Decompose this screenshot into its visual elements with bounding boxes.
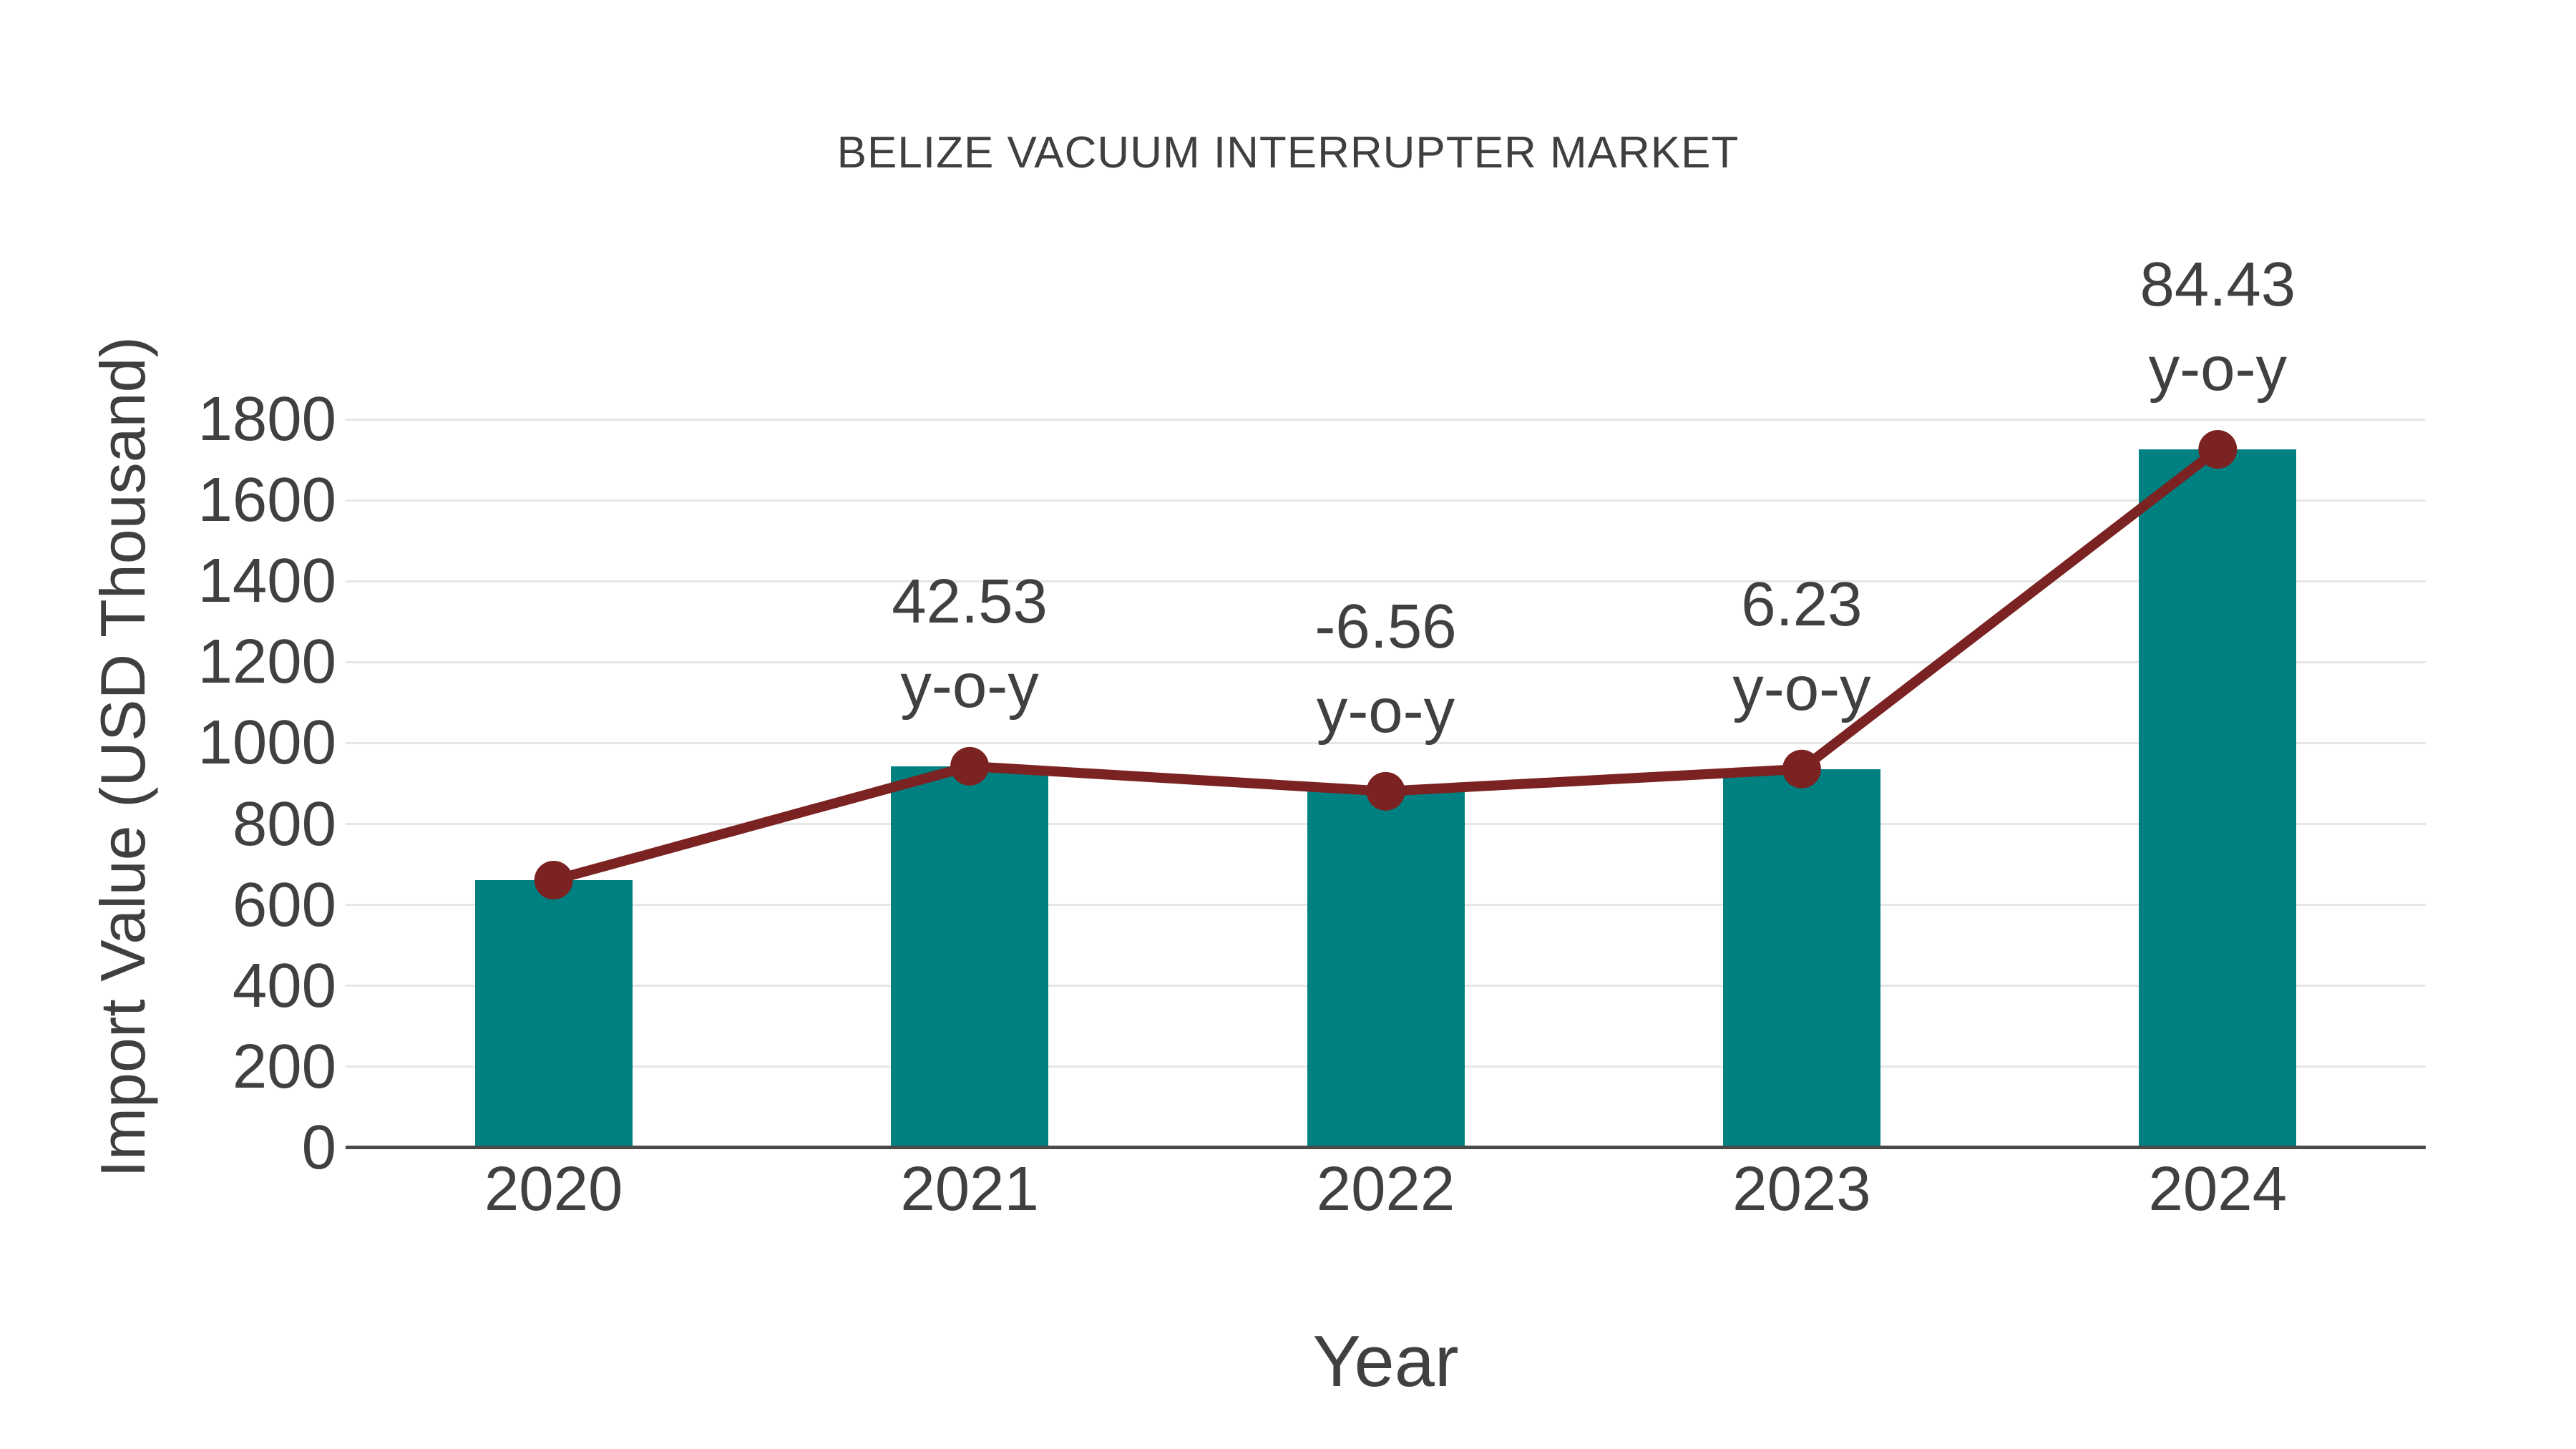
- x-axis-line: [346, 1146, 2426, 1149]
- x-tick-label-2021: 2021: [900, 1154, 1039, 1224]
- yoy-annotation-2023: 6.23 y-o-y: [1573, 562, 2031, 731]
- bar-2022: [1307, 791, 1465, 1148]
- plot-area: [346, 418, 2426, 1149]
- yoy-annotation-2021: 42.53 y-o-y: [741, 560, 1199, 728]
- y-tick-label-1000: 1000: [197, 708, 336, 778]
- yoy-suffix-label: y-o-y: [900, 650, 1039, 721]
- data-point-marker-2021: [950, 746, 990, 786]
- gridline-1600: [346, 499, 2426, 502]
- bar-2023: [1722, 769, 1880, 1148]
- x-tick-label-2023: 2023: [1732, 1154, 1871, 1224]
- yoy-suffix-label: y-o-y: [1316, 675, 1455, 746]
- yoy-annotation-2022: -6.56 y-o-y: [1157, 585, 1615, 753]
- chart-title: BELIZE VACUUM INTERRUPTER MARKET: [836, 128, 1740, 177]
- x-tick-label-2022: 2022: [1316, 1154, 1455, 1224]
- x-axis-title: Year: [1312, 1322, 1459, 1402]
- gridline-1800: [346, 418, 2426, 421]
- y-tick-label-400: 400: [232, 950, 336, 1020]
- y-tick-label-0: 0: [301, 1113, 336, 1182]
- bar-2021: [891, 766, 1049, 1148]
- y-tick-label-1400: 1400: [197, 546, 336, 616]
- y-tick-label-1800: 1800: [197, 384, 336, 454]
- y-tick-label-200: 200: [232, 1031, 336, 1101]
- yoy-value-label: -6.56: [1314, 591, 1457, 661]
- data-point-marker-2024: [2198, 430, 2238, 469]
- gridline-1400: [346, 580, 2426, 582]
- y-tick-label-1200: 1200: [197, 627, 336, 697]
- yoy-value-label: 84.43: [2140, 250, 2296, 320]
- data-point-marker-2022: [1366, 771, 1405, 811]
- bar-2020: [474, 880, 633, 1148]
- trend-line-layer: [534, 430, 2238, 899]
- yoy-value-label: 42.53: [892, 566, 1048, 636]
- y-tick-label-600: 600: [232, 869, 336, 940]
- yoy-value-label: 6.23: [1741, 569, 1863, 639]
- y-tick-label-1600: 1600: [197, 465, 336, 535]
- data-point-marker-2020: [534, 860, 573, 899]
- y-tick-label-800: 800: [232, 789, 336, 859]
- gridline-1000: [346, 741, 2426, 744]
- yoy-annotation-2024: 84.43 y-o-y: [1989, 243, 2446, 411]
- yoy-suffix-label: y-o-y: [2148, 334, 2287, 404]
- x-tick-label-2020: 2020: [484, 1154, 623, 1224]
- yoy-suffix-label: y-o-y: [1732, 653, 1871, 723]
- x-tick-label-2024: 2024: [2148, 1154, 2288, 1224]
- data-point-marker-2023: [1782, 749, 1821, 789]
- gridline-1200: [346, 660, 2426, 663]
- bar-2024: [2139, 449, 2297, 1148]
